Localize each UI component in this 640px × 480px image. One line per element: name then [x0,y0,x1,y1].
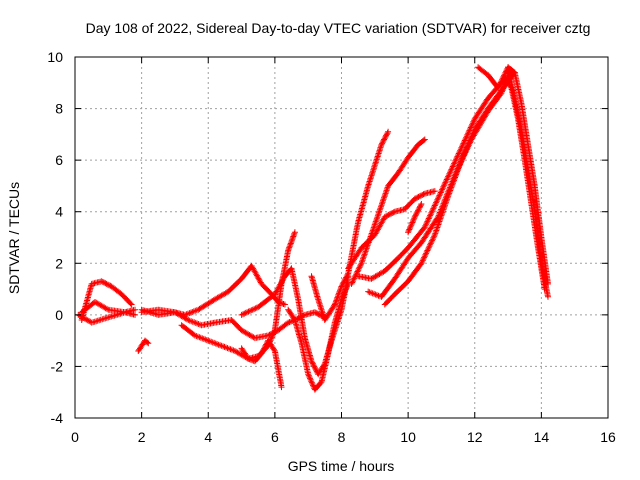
series-track-16 [381,69,518,308]
y-tick-label: 10 [47,49,63,65]
series-markers [138,306,328,342]
series-markers [348,136,428,287]
series-markers [135,337,152,354]
x-tick-label: 10 [400,429,416,445]
series-track-18 [475,64,551,287]
y-axis-label: SDTVAR / TECUs [6,182,22,294]
series-markers [355,74,512,282]
x-tick-label: 14 [534,429,550,445]
series-track-14 [355,74,512,282]
x-tick-label: 4 [204,429,212,445]
series-markers [505,64,551,300]
series-markers [381,69,518,308]
series-markers [475,64,551,287]
series-markers [178,229,298,362]
series-track-12 [348,136,428,287]
y-tick-label: -4 [51,410,64,426]
x-tick-label: 8 [338,429,346,445]
series-track-6 [138,306,328,342]
series-track-13 [345,188,438,272]
y-tick-label: 8 [55,101,63,117]
series-track-20 [505,64,551,300]
series-track-7 [178,229,298,362]
series-markers [285,280,352,393]
x-tick-label: 0 [71,429,79,445]
series-track-17 [405,201,425,236]
series-track-4 [135,337,152,354]
x-tick-label: 2 [138,429,146,445]
y-tick-label: 2 [55,255,63,271]
y-tick-label: -2 [51,358,64,374]
x-tick-labels: 0 2 4 6 8 10 12 14 16 [71,429,616,445]
series-markers [345,188,438,272]
x-tick-label: 16 [600,429,616,445]
y-tick-label: 4 [55,204,63,220]
x-axis-label: GPS time / hours [288,458,395,474]
y-tick-labels: -4 -2 0 2 4 6 8 10 [47,49,63,426]
data-series [75,64,551,393]
grid-lines [75,57,608,418]
tick-marks [74,56,609,419]
series-track-10 [285,280,352,393]
series-markers [238,337,285,391]
x-tick-label: 12 [467,429,483,445]
chart-title: Day 108 of 2022, Sidereal Day-to-day VTE… [86,20,591,36]
x-tick-label: 6 [271,429,279,445]
y-tick-label: 0 [55,307,63,323]
y-tick-label: 6 [55,152,63,168]
series-track-8 [238,337,285,391]
series-markers [405,201,425,236]
